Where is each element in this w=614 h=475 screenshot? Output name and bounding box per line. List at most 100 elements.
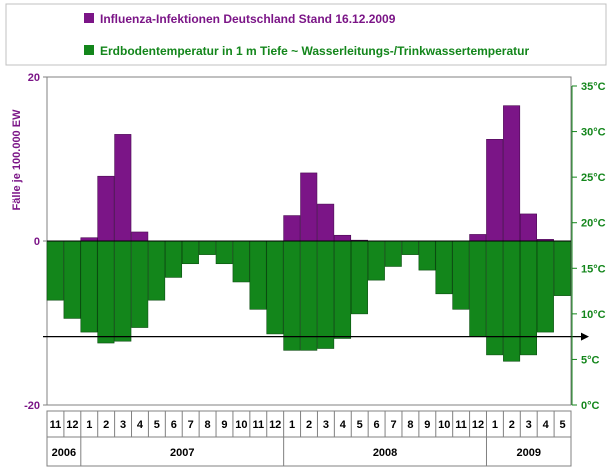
month-label: 4 — [340, 419, 347, 431]
influenza-bar — [469, 234, 487, 242]
reference-arrow-head — [581, 332, 589, 341]
bars-layer — [46, 105, 571, 362]
influenza-bar — [519, 213, 537, 242]
temperature-bar — [215, 240, 233, 265]
month-label: 2 — [509, 419, 515, 431]
temperature-bar — [131, 240, 149, 328]
temperature-bar — [452, 240, 470, 310]
left-tick-label: -20 — [24, 400, 40, 412]
year-label: 2009 — [516, 447, 540, 459]
temperature-bar — [350, 240, 368, 315]
month-label: 8 — [407, 419, 413, 431]
year-label: 2007 — [170, 447, 194, 459]
temperature-bar — [283, 240, 301, 351]
temperature-bar — [486, 240, 504, 356]
temperature-bar — [553, 240, 571, 296]
temperature-bar — [469, 240, 487, 337]
temperature-bar — [317, 240, 335, 349]
temperature-bar — [80, 240, 98, 333]
temperature-bar — [300, 240, 318, 351]
left-tick-label: 0 — [34, 236, 40, 248]
month-label: 1 — [492, 419, 498, 431]
month-label: 3 — [526, 419, 532, 431]
month-label: 9 — [424, 419, 430, 431]
month-label: 7 — [390, 419, 396, 431]
right-tick-label: 10°C — [581, 309, 606, 321]
x-axis-table: 11 12 1 2 3 4 5 6 7 8 9 10 11 12 1 2 3 4 5 6 7 8 9 10 11 12 1 2 3 4 52… — [46, 410, 572, 467]
legend-swatch-influenza — [84, 13, 94, 23]
month-label: 12 — [269, 419, 281, 431]
legend-label-influenza: Influenza-Infektionen Deutschland Stand … — [100, 12, 396, 26]
influenza-bar — [317, 203, 335, 242]
influenza-bar — [283, 215, 301, 242]
right-tick-label: 15°C — [581, 263, 606, 275]
month-label: 5 — [559, 419, 565, 431]
influenza-bar — [131, 231, 149, 242]
influenza-bar — [503, 105, 521, 242]
temperature-bar — [114, 240, 132, 342]
temperature-bar — [384, 240, 402, 267]
left-axis-title: Fälle je 100.000 EW — [11, 109, 23, 211]
legend-box — [5, 3, 607, 66]
month-label: 7 — [188, 419, 194, 431]
month-label: 1 — [289, 419, 295, 431]
month-label: 12 — [66, 419, 78, 431]
month-label: 6 — [171, 419, 177, 431]
month-label: 1 — [86, 419, 92, 431]
month-label: 2 — [306, 419, 312, 431]
influenza-bar — [97, 175, 115, 242]
year-label: 2008 — [373, 447, 397, 459]
x-table-outline — [46, 410, 572, 467]
temperature-bar — [181, 240, 199, 265]
year-label: 2006 — [52, 447, 76, 459]
temperature-bar — [519, 240, 537, 356]
influenza-bar — [334, 234, 352, 242]
legend-swatch-temperature — [84, 45, 94, 55]
month-label: 5 — [154, 419, 160, 431]
month-label: 4 — [543, 419, 550, 431]
month-label: 5 — [357, 419, 363, 431]
temperature-bar — [148, 240, 166, 301]
month-label: 2 — [103, 419, 109, 431]
temperature-bar — [418, 240, 436, 271]
temperature-bar — [198, 240, 216, 255]
temperature-bar — [536, 240, 554, 333]
left-tick-label: 20 — [28, 72, 40, 84]
month-label: 11 — [455, 419, 467, 431]
month-label: 9 — [221, 419, 227, 431]
right-tick-label: 25°C — [581, 172, 606, 184]
temperature-bar — [63, 240, 81, 319]
month-label: 11 — [50, 419, 62, 431]
right-tick-label: 30°C — [581, 127, 606, 139]
month-label: 11 — [252, 419, 264, 431]
temperature-bar — [249, 240, 267, 310]
temperature-bar — [266, 240, 284, 335]
temperature-bar — [165, 240, 183, 278]
axes-layer: 20 0 -20 0°C 5°C 10°C 15°C 20°C 25°C 30°C 35°C — [24, 72, 606, 412]
month-label: 10 — [438, 419, 450, 431]
month-label: 6 — [374, 419, 380, 431]
temperature-bar — [97, 240, 115, 344]
temperature-bar — [503, 240, 521, 362]
temperature-bar — [435, 240, 453, 295]
influenza-bar — [300, 172, 318, 242]
right-tick-label: 35°C — [581, 81, 606, 93]
influenza-bar — [114, 134, 132, 242]
temperature-bar — [401, 240, 419, 255]
month-label: 3 — [120, 419, 126, 431]
temperature-bar — [46, 240, 64, 301]
month-label: 3 — [323, 419, 329, 431]
month-label: 10 — [235, 419, 247, 431]
right-tick-label: 0°C — [581, 400, 600, 412]
temperature-bar — [232, 240, 250, 283]
month-label: 4 — [137, 419, 144, 431]
legend-label-temperature: Erdbodentemperatur in 1 m Tiefe ~ Wasser… — [100, 44, 529, 58]
right-tick-label: 20°C — [581, 218, 606, 230]
temperature-bar — [367, 240, 385, 281]
month-label: 8 — [205, 419, 211, 431]
influenza-bar — [486, 139, 504, 242]
right-tick-label: 5°C — [581, 354, 600, 366]
month-label: 12 — [472, 419, 484, 431]
temperature-bar — [334, 240, 352, 339]
